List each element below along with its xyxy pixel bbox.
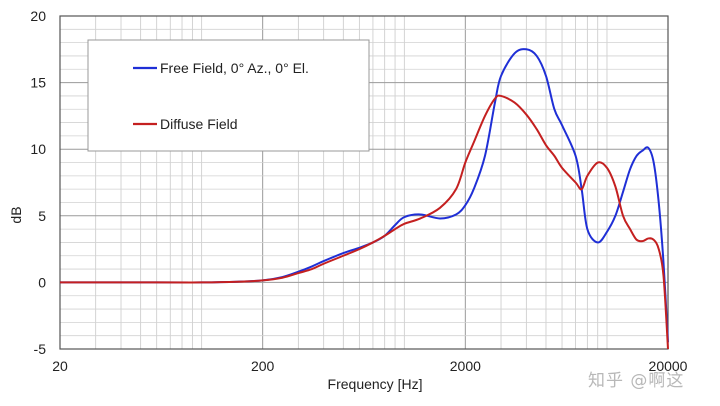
watermark: 知乎 @啊这 — [588, 371, 685, 391]
x-axis-ticks: 20 200 2000 20000 — [52, 358, 687, 374]
y-tick-label: 20 — [30, 8, 46, 24]
legend-label-diffuse-field: Diffuse Field — [160, 116, 238, 132]
x-tick-label: 2000 — [450, 358, 481, 374]
plot-frame — [59, 15, 669, 350]
y-tick-label: 0 — [38, 274, 46, 290]
y-tick-label: 15 — [30, 75, 46, 91]
y-axis-label: dB — [8, 206, 24, 223]
legend: Free Field, 0° Az., 0° El. Diffuse Field — [87, 39, 370, 152]
legend-label-free-field: Free Field, 0° Az., 0° El. — [160, 60, 309, 76]
series-line-0 — [60, 48, 669, 343]
series-layer — [60, 48, 669, 350]
y-tick-label: 5 — [38, 208, 46, 224]
y-tick-label: -5 — [34, 341, 47, 357]
y-tick-label: 10 — [30, 141, 46, 157]
legend-box — [87, 39, 370, 152]
x-tick-label: 200 — [251, 358, 275, 374]
series-line-1 — [60, 94, 669, 350]
x-tick-label: 20000 — [649, 358, 688, 374]
x-axis-label: Frequency [Hz] — [328, 376, 423, 392]
x-tick-label: 20 — [52, 358, 68, 374]
y-axis-ticks: -5 0 5 10 15 20 — [30, 8, 46, 357]
